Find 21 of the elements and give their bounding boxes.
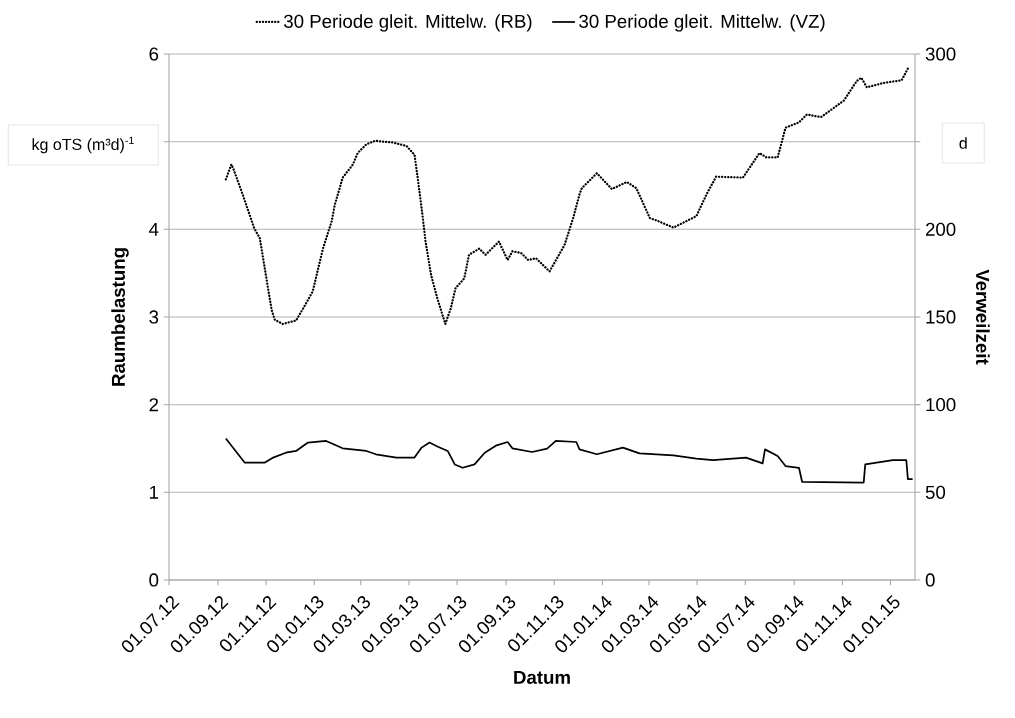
legend-label: 30 Periode gleit. Mittelw. (VZ) [579,14,825,32]
line-series [224,437,914,484]
y-tick-label: 6 [149,47,159,61]
y2-tick-label: 0 [925,573,935,587]
y-axis-title: Raumbelastung [111,248,129,386]
y-tick-label: 2 [149,398,159,412]
y-tick-label: 0 [149,573,159,587]
y-tick-label: 4 [149,222,159,236]
y2-axis-title: Verweilzeit [975,269,990,365]
y2-tick-label: 50 [925,485,946,499]
y2-tick-label: 200 [925,222,956,236]
text: kg oTS (m³d)$^{-1}$ [32,136,134,154]
y2-tick-label: 100 [926,398,956,412]
y2-tick-label: 150 [926,310,956,324]
y-tick-label: 1 [150,485,159,499]
y-tick-label: 3 [149,310,159,324]
text: d [959,137,967,149]
x-axis-title: Datum [514,670,570,684]
y2-tick-label: 300 [925,47,956,61]
legend-label: 30 Periode gleit. Mittelw. (RB) [284,14,532,32]
line-series [224,66,910,326]
